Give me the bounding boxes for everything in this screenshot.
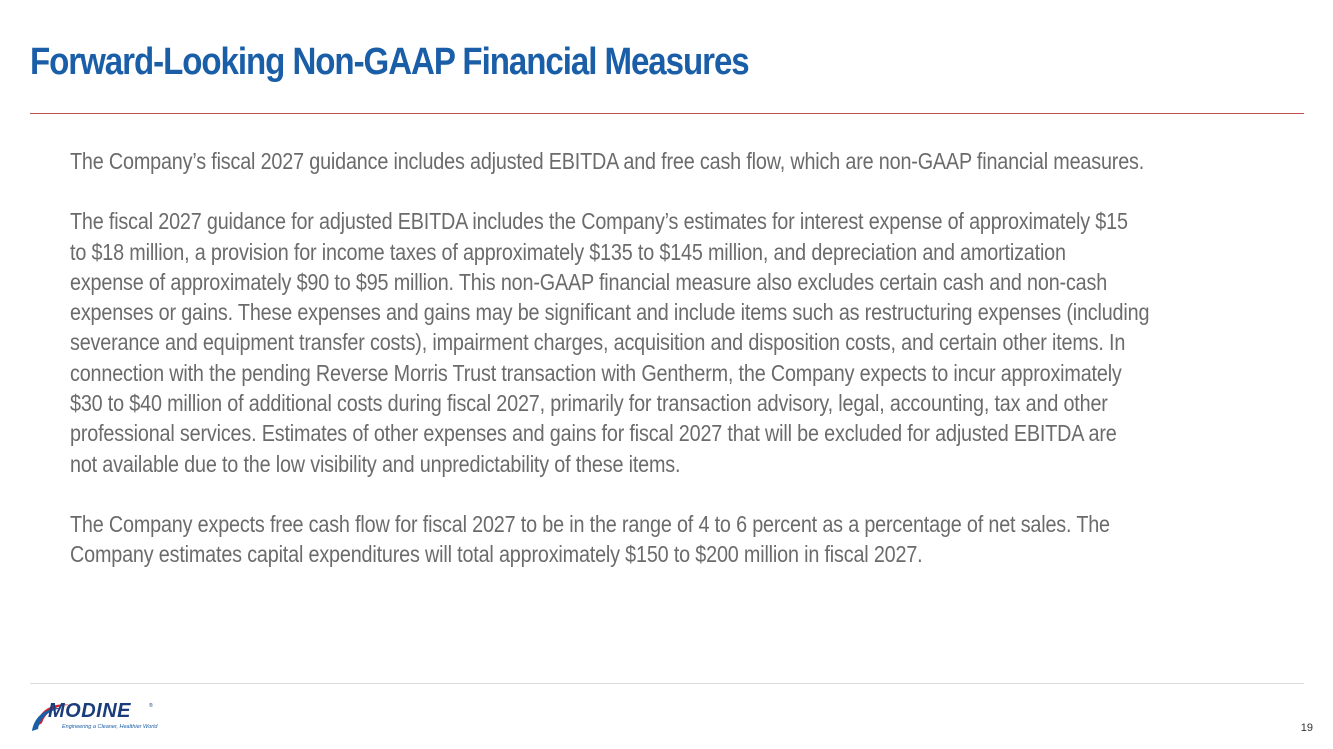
paragraph-adjusted-ebitda: The fiscal 2027 guidance for adjusted EB… — [70, 206, 1154, 479]
modine-logo: MODINE ® Engineering a Cleaner, Healthie… — [30, 697, 170, 737]
logo-wordmark: MODINE — [48, 700, 131, 722]
paragraph-guidance-intro: The Company’s fiscal 2027 guidance inclu… — [70, 146, 1154, 176]
logo-swoosh-icon — [32, 704, 70, 731]
text-line: professional services. Estimates of othe… — [70, 420, 1117, 447]
text-line: The fiscal 2027 guidance for adjusted EB… — [70, 208, 1128, 235]
text-line: connection with the pending Reverse Morr… — [70, 359, 1122, 386]
text-line: Company estimates capital expenditures w… — [70, 541, 923, 568]
footer-divider — [30, 683, 1304, 684]
text-line: The Company expects free cash flow for f… — [70, 510, 1110, 537]
slide-title: Forward-Looking Non-GAAP Financial Measu… — [30, 41, 750, 83]
text-line: expenses or gains. These expenses and ga… — [70, 299, 1150, 326]
text-line: severance and equipment transfer costs),… — [70, 329, 1126, 356]
text-line: expense of approximately $90 to $95 mill… — [70, 268, 1108, 295]
text-line: to $18 million, a provision for income t… — [70, 238, 1066, 265]
page-number: 19 — [1300, 722, 1313, 734]
text-line: $30 to $40 million of additional costs d… — [70, 390, 1108, 417]
text-line: not available due to the low visibility … — [70, 450, 681, 477]
logo-tagline: Engineering a Cleaner, Healthier World — [62, 724, 158, 730]
title-divider — [30, 113, 1304, 114]
slide-body: The Company’s fiscal 2027 guidance inclu… — [70, 146, 1154, 570]
paragraph-free-cash-flow: The Company expects free cash flow for f… — [70, 509, 1154, 570]
text-line: The Company’s fiscal 2027 guidance inclu… — [70, 148, 1145, 174]
logo-registered-mark: ® — [149, 703, 153, 709]
